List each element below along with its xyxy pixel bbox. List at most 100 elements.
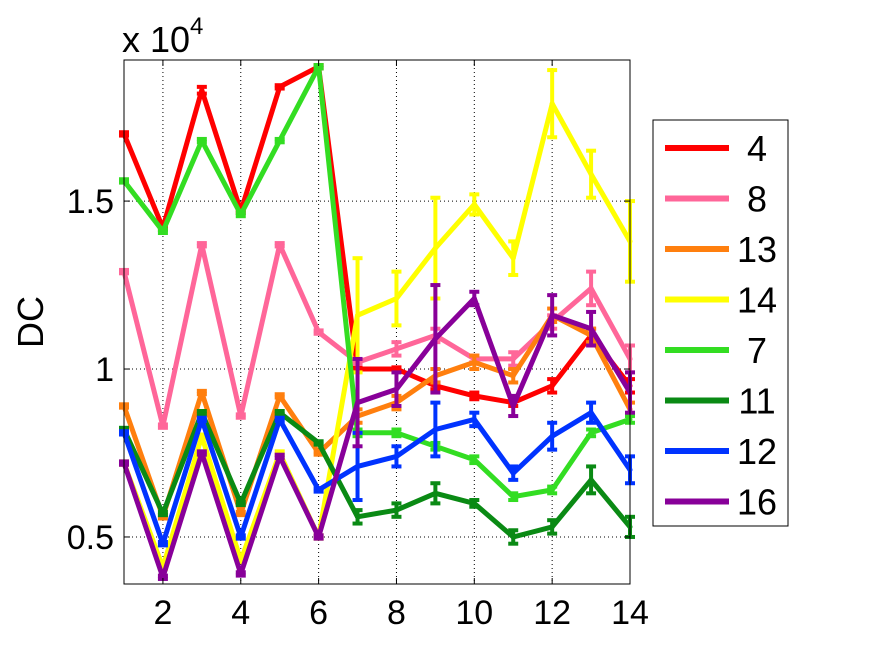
data-point <box>277 242 283 248</box>
data-point <box>471 359 477 365</box>
exponent-power: 4 <box>190 13 203 40</box>
data-point <box>277 393 283 399</box>
series-12 <box>119 400 635 548</box>
labels-layer: DC x 104 2 4 6 8 10 12 140.511.5 <box>10 13 649 632</box>
data-point <box>277 410 283 416</box>
legend-item: 16 <box>665 482 777 523</box>
data-point <box>549 383 555 389</box>
series-line <box>121 410 633 547</box>
data-point <box>199 416 205 422</box>
series-line <box>121 410 632 540</box>
legend-label: 7 <box>747 330 767 371</box>
axes-layer <box>123 59 631 585</box>
data-point <box>471 416 477 422</box>
y-axis-label: DC <box>10 296 51 348</box>
y-tick-label: 0.5 <box>67 519 114 557</box>
exponent-base: x 10 <box>122 19 190 60</box>
legend-label: 13 <box>737 229 777 270</box>
data-point <box>393 346 399 352</box>
data-point <box>238 212 244 218</box>
data-point <box>199 410 205 416</box>
data-point <box>549 433 555 439</box>
data-point <box>238 534 244 540</box>
plot-frame <box>123 59 631 585</box>
data-point <box>277 416 283 422</box>
data-point <box>238 413 244 419</box>
legend-label: 11 <box>738 381 775 422</box>
data-point <box>238 510 244 516</box>
data-point <box>355 312 361 318</box>
data-point <box>316 487 322 493</box>
data-point <box>549 101 555 107</box>
data-point <box>277 453 283 459</box>
data-point <box>549 312 555 318</box>
data-point <box>471 295 477 301</box>
data-point <box>238 571 244 577</box>
data-point <box>199 242 205 248</box>
data-point <box>277 138 283 144</box>
data-point <box>160 541 166 547</box>
legend: 4 8 13 14 7 11 12 16 <box>652 119 789 527</box>
x-tick-label: 10 <box>455 594 493 632</box>
data-point <box>510 255 516 261</box>
data-point <box>316 450 322 456</box>
series-line <box>121 296 633 580</box>
data-point <box>355 514 361 520</box>
data-point <box>510 470 516 476</box>
data-point <box>160 574 166 580</box>
data-point <box>510 494 516 500</box>
data-point <box>510 373 516 379</box>
series-7 <box>119 63 635 503</box>
data-point <box>199 87 205 93</box>
legend-item: 7 <box>665 330 767 371</box>
data-point <box>588 410 594 416</box>
legend-item: 12 <box>665 431 777 472</box>
data-point <box>432 426 438 432</box>
series-line <box>122 64 631 500</box>
data-point <box>393 430 399 436</box>
data-point <box>199 138 205 144</box>
legend-label: 16 <box>737 482 777 523</box>
series-line <box>121 101 633 570</box>
data-point <box>471 500 477 506</box>
legend-label: 8 <box>747 179 767 220</box>
data-point <box>432 490 438 496</box>
legend-item: 8 <box>665 179 767 220</box>
legend-item: 14 <box>665 280 777 321</box>
data-point <box>588 326 594 332</box>
data-point <box>393 366 399 372</box>
data-point <box>316 329 322 335</box>
data-point <box>471 457 477 463</box>
x-tick-label: 2 <box>153 594 172 632</box>
data-point <box>471 393 477 399</box>
data-point <box>238 500 244 506</box>
data-point <box>471 201 477 207</box>
data-point <box>277 84 283 90</box>
data-point <box>316 534 322 540</box>
data-point <box>393 453 399 459</box>
data-point <box>355 400 361 406</box>
data-point <box>355 463 361 469</box>
legend-item: 13 <box>665 229 777 270</box>
legend-box <box>652 119 789 527</box>
legend-label: 4 <box>747 128 767 169</box>
data-point <box>316 440 322 446</box>
data-point <box>238 557 244 563</box>
x-tick-label: 4 <box>231 594 250 632</box>
legend-item: 4 <box>665 128 767 169</box>
data-point <box>199 390 205 396</box>
x-tick-label: 6 <box>309 594 328 632</box>
data-point <box>393 507 399 513</box>
x-tick-label: 12 <box>533 594 571 632</box>
data-point <box>510 534 516 540</box>
legend-item: 11 <box>665 381 776 422</box>
data-point <box>588 171 594 177</box>
data-point <box>160 423 166 429</box>
data-point <box>588 430 594 436</box>
data-point <box>549 487 555 493</box>
y-tick-label: 1.5 <box>67 183 114 221</box>
exponent-label: x 104 <box>122 13 203 60</box>
data-point <box>316 64 322 70</box>
data-point <box>432 336 438 342</box>
